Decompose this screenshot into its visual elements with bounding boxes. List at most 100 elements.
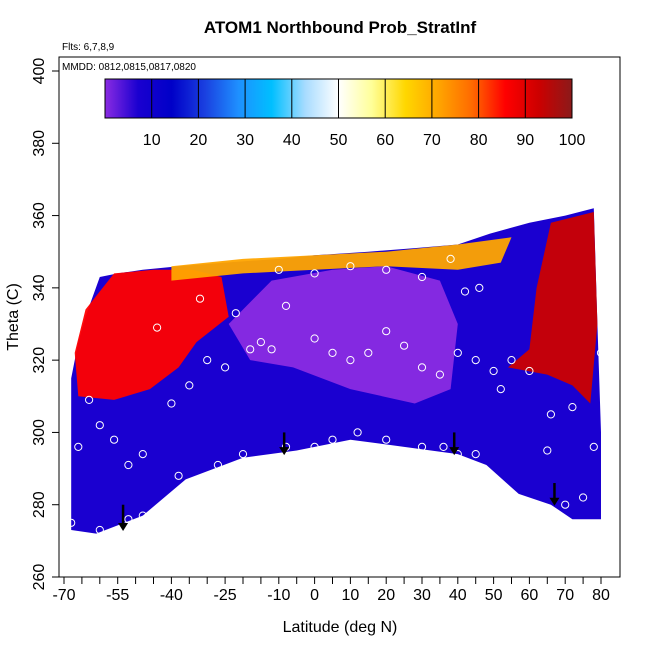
observation-marker bbox=[400, 341, 409, 350]
observation-marker bbox=[310, 269, 319, 278]
observation-marker bbox=[561, 500, 570, 509]
observation-marker bbox=[475, 283, 484, 292]
flights-subtitle: Flts: 6,7,8,9 bbox=[62, 42, 115, 53]
observation-marker bbox=[525, 366, 534, 376]
field-band-1 bbox=[507, 212, 598, 404]
profile-arrow-head bbox=[279, 447, 290, 456]
x-tick-label: 20 bbox=[377, 587, 395, 604]
colorbar-tick-label: 80 bbox=[470, 132, 488, 149]
observation-marker bbox=[346, 356, 355, 365]
x-tick-label: 0 bbox=[310, 587, 319, 604]
observation-marker bbox=[435, 370, 444, 379]
observation-marker bbox=[496, 385, 505, 394]
observation-marker bbox=[213, 460, 222, 470]
observation-marker bbox=[238, 450, 248, 459]
observation-marker bbox=[328, 435, 337, 444]
x-tick-label: -25 bbox=[214, 587, 237, 604]
field-band-2 bbox=[171, 237, 512, 281]
colorbar: 10 20 30 40 50 60 70 80 90 100 bbox=[104, 78, 586, 149]
observation-marker bbox=[579, 493, 588, 502]
observation-marker bbox=[195, 294, 205, 303]
observation-marker bbox=[353, 428, 362, 437]
x-tick-label: 60 bbox=[521, 587, 539, 604]
observation-marker bbox=[489, 366, 498, 376]
y-tick-label: 360 bbox=[31, 202, 48, 229]
x-tick-label: 40 bbox=[449, 587, 467, 604]
colorbar-tick-label: 60 bbox=[376, 132, 394, 149]
x-tick-label: -40 bbox=[160, 587, 183, 604]
observation-marker bbox=[256, 338, 265, 347]
observation-marker bbox=[113, 525, 122, 535]
observation-marker bbox=[439, 442, 448, 451]
x-tick-label: -55 bbox=[106, 587, 129, 604]
observation-marker bbox=[364, 348, 373, 357]
observation-marker bbox=[274, 265, 283, 274]
observation-marker bbox=[310, 442, 319, 451]
colorbar-tick-label: 30 bbox=[236, 132, 254, 149]
x-tick-label: 10 bbox=[342, 587, 360, 604]
colorbar-tick-label: 70 bbox=[423, 132, 441, 149]
colorbar-tick-label: 40 bbox=[283, 132, 301, 149]
observation-marker bbox=[546, 410, 556, 419]
x-tick-label: 80 bbox=[592, 587, 610, 604]
x-tick-label: 50 bbox=[485, 587, 503, 604]
observation-marker bbox=[110, 435, 119, 444]
y-tick-label: 300 bbox=[31, 419, 48, 446]
dates-subtitle: MMDD: 0812,0815,0817,0820 bbox=[62, 62, 196, 73]
observation-marker bbox=[382, 327, 391, 336]
x-tick-label: 30 bbox=[413, 587, 431, 604]
observation-marker bbox=[543, 446, 552, 455]
observation-marker bbox=[596, 348, 606, 357]
profile-arrow-head bbox=[449, 447, 460, 456]
observation-marker bbox=[167, 399, 176, 408]
y-tick-label: 400 bbox=[31, 58, 48, 85]
x-axis: -70 -55 -40 -25 -10 0 10 20 30 40 50 60 70 80 bbox=[52, 576, 610, 604]
observation-marker bbox=[417, 272, 427, 282]
observation-marker bbox=[453, 348, 462, 357]
observation-marker bbox=[124, 515, 133, 524]
observation-marker bbox=[138, 450, 147, 459]
observation-marker bbox=[589, 442, 598, 451]
observation-marker bbox=[138, 511, 147, 520]
x-tick-label: -70 bbox=[52, 587, 75, 604]
observation-marker bbox=[328, 348, 337, 357]
observation-marker bbox=[153, 323, 162, 332]
y-tick-label: 260 bbox=[31, 564, 48, 591]
observation-marker bbox=[417, 442, 427, 451]
observation-marker bbox=[74, 442, 83, 451]
observation-marker bbox=[281, 301, 291, 310]
observation-marker bbox=[471, 450, 480, 459]
observation-marker bbox=[568, 403, 577, 412]
observation-marker bbox=[382, 435, 391, 444]
observation-marker bbox=[95, 421, 104, 430]
colorbar-tick-label: 90 bbox=[516, 132, 534, 149]
observation-marker bbox=[95, 525, 104, 535]
profile-arrows bbox=[118, 432, 560, 532]
profile-arrow-head bbox=[549, 497, 560, 506]
observation-marker bbox=[221, 363, 230, 372]
observation-markers bbox=[67, 254, 606, 535]
observation-marker bbox=[124, 460, 133, 470]
y-tick-label: 340 bbox=[31, 274, 48, 301]
profile-arrow-head bbox=[118, 523, 129, 532]
observation-marker bbox=[85, 395, 94, 404]
observation-marker bbox=[346, 262, 355, 271]
observation-marker bbox=[446, 254, 455, 263]
field-band-3 bbox=[228, 266, 458, 404]
field-band-0 bbox=[74, 269, 229, 400]
colorbar-tick-label: 100 bbox=[559, 132, 586, 149]
observation-marker bbox=[507, 356, 516, 365]
observation-marker bbox=[310, 334, 319, 343]
colorbar-tick-label: 10 bbox=[143, 132, 161, 149]
observation-marker bbox=[203, 356, 212, 365]
observation-marker bbox=[460, 287, 470, 296]
chart-title: ATOM1 Northbound Prob_StratInf bbox=[204, 18, 477, 37]
observation-marker bbox=[471, 356, 480, 365]
y-axis-label: Theta (C) bbox=[5, 283, 22, 351]
y-tick-label: 280 bbox=[31, 491, 48, 518]
observation-marker bbox=[174, 471, 183, 480]
observation-marker bbox=[267, 345, 276, 354]
y-tick-label: 380 bbox=[31, 130, 48, 157]
x-axis-label: Latitude (deg N) bbox=[283, 619, 398, 636]
